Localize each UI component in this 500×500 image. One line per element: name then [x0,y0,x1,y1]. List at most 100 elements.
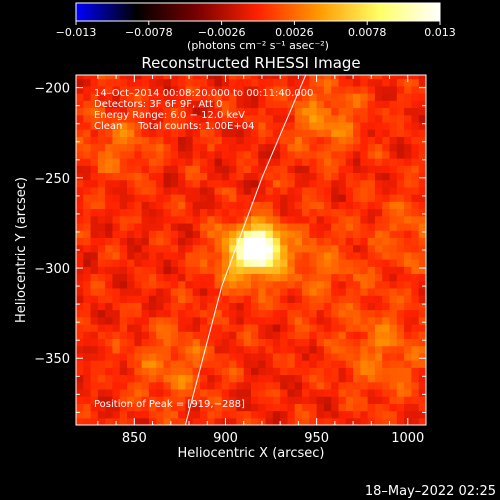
heatmap-cell [199,381,208,390]
heatmap-cell [272,381,281,390]
heatmap-cell [251,75,259,80]
heatmap-cell [331,316,340,325]
heatmap-cell [331,396,340,404]
heatmap-cell [163,172,172,181]
heatmap-cell [294,78,303,87]
heatmap-cell [338,93,347,101]
heatmap-cell [411,100,420,109]
heatmap-cell [272,388,281,397]
heatmap-cell [236,388,245,397]
heatmap-cell [243,143,252,152]
heatmap-cell [90,345,99,354]
heatmap-cell [207,121,216,130]
heatmap-cell [148,309,157,318]
heatmap-cell [192,85,201,94]
heatmap-cell [411,374,420,383]
heatmap-cell [258,136,267,145]
heatmap-cell [353,417,361,425]
heatmap-cell [404,129,413,137]
heatmap-cell [294,374,303,383]
heatmap-cell [97,352,106,361]
heatmap-cell [170,201,179,210]
heatmap-cell [163,410,172,419]
heatmap-cell [294,186,303,195]
heatmap-cell [112,215,121,224]
heatmap-cell [119,295,128,303]
heatmap-cell [280,381,289,390]
heatmap-cell [353,186,361,195]
heatmap-cell [418,280,426,289]
heatmap-cell [141,396,150,404]
heatmap-cell [90,396,99,404]
heatmap-cell [280,75,289,80]
heatmap-cell [309,367,318,376]
heatmap-cell [112,244,121,253]
heatmap-cell [141,150,150,159]
heatmap-cell [345,230,354,238]
heatmap-cell [258,237,267,246]
heatmap-cell [236,78,245,87]
heatmap-cell [76,295,84,303]
heatmap-cell [404,287,413,296]
heatmap-cell [338,323,347,332]
heatmap-cell [105,331,114,340]
heatmap-cell [90,222,99,231]
heatmap-cell [265,295,274,303]
heatmap-cell [411,78,420,87]
heatmap-cell [119,165,128,174]
heatmap-cell [148,316,157,325]
heatmap-cell [112,352,121,361]
heatmap-cell [302,309,310,318]
heatmap-cell [229,93,238,101]
heatmap-cell [251,78,259,87]
heatmap-cell [199,186,208,195]
heatmap-cell [345,107,354,116]
heatmap-cell [185,259,194,267]
heatmap-cell [192,93,201,101]
heatmap-cell [258,316,267,325]
heatmap-cell [90,201,99,210]
heatmap-cell [236,215,245,224]
heatmap-cell [105,295,114,303]
heatmap-cell [323,352,332,361]
heatmap-cell [287,121,296,130]
heatmap-cell [236,345,245,354]
heatmap-cell [265,403,274,412]
heatmap-cell [170,78,179,87]
heatmap-cell [156,352,165,361]
heatmap-cell [302,107,310,116]
heatmap-cell [389,331,398,340]
heatmap-cell [411,201,420,210]
heatmap-cell [374,338,383,347]
heatmap-cell [374,150,383,159]
heatmap-cell [229,85,238,94]
heatmap-cell [374,222,383,231]
heatmap-cell [97,78,106,87]
heatmap-cell [156,165,165,174]
heatmap-cell [83,136,92,145]
heatmap-cell [243,114,252,123]
heatmap-cell [353,323,361,332]
heatmap-cell [323,266,332,275]
heatmap-cell [331,331,340,340]
heatmap-cell [302,194,310,202]
heatmap-cell [170,150,179,159]
heatmap-cell [199,215,208,224]
heatmap-cell [287,136,296,145]
heatmap-cell [353,280,361,289]
heatmap-cell [221,121,230,130]
heatmap-cell [163,244,172,253]
heatmap-cell [389,244,398,253]
heatmap-cell [280,230,289,238]
heatmap-cell [199,396,208,404]
heatmap-cell [309,121,318,130]
heatmap-cell [192,201,201,210]
heatmap-cell [119,237,128,246]
heatmap-cell [83,114,92,123]
heatmap-cell [229,273,238,282]
heatmap-cell [134,374,143,383]
heatmap-cell [229,374,238,383]
heatmap-cell [374,367,383,376]
heatmap-cell [294,222,303,231]
heatmap-cell [148,287,157,296]
